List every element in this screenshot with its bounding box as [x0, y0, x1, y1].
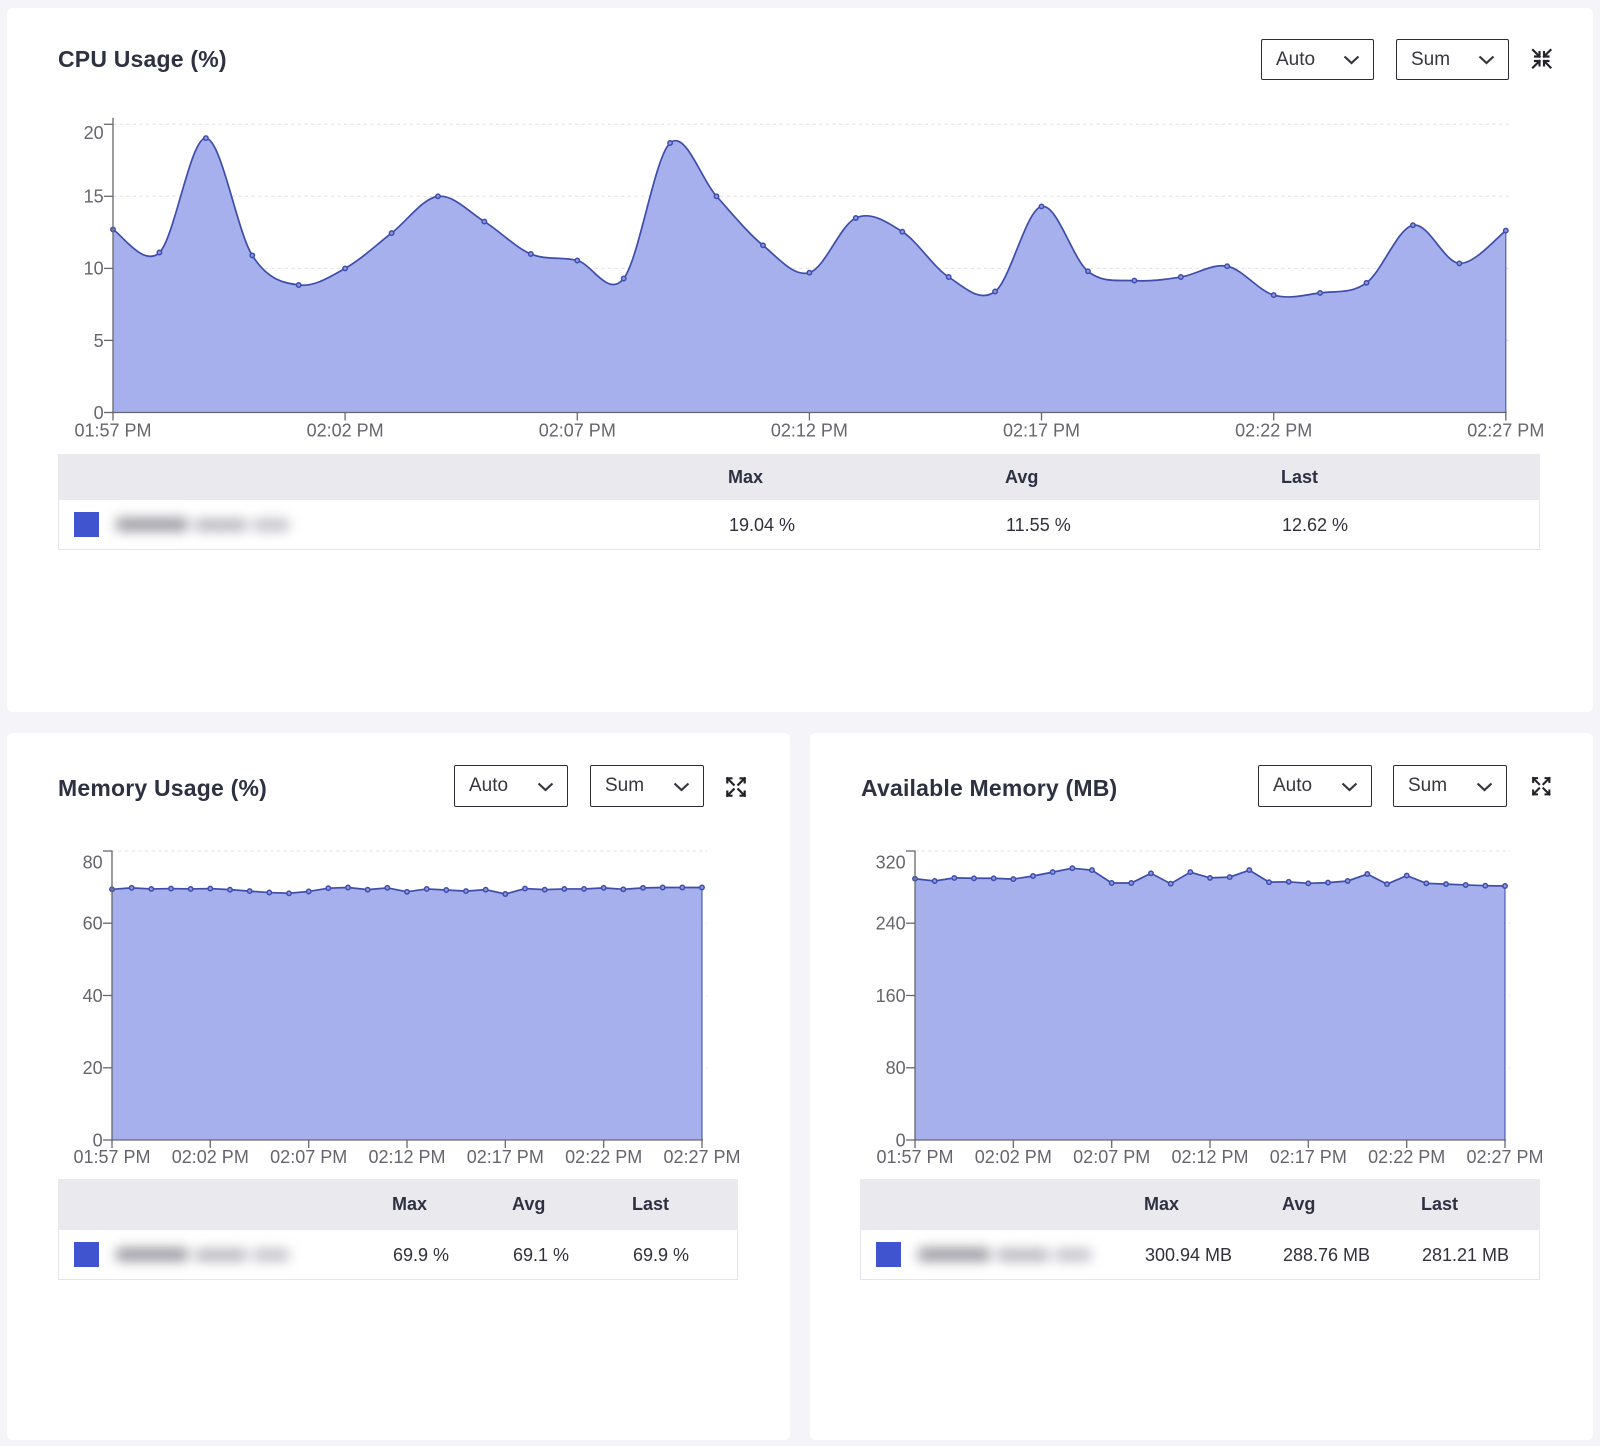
svg-text:20: 20 — [84, 123, 104, 143]
svg-text:20: 20 — [83, 1058, 103, 1078]
svg-text:15: 15 — [84, 187, 104, 207]
svg-text:02:02 PM: 02:02 PM — [307, 421, 384, 441]
svg-text:02:12 PM: 02:12 PM — [368, 1147, 445, 1167]
svg-text:160: 160 — [876, 986, 906, 1006]
svg-text:01:57 PM: 01:57 PM — [876, 1147, 953, 1167]
svg-text:02:07 PM: 02:07 PM — [1073, 1147, 1150, 1167]
svg-text:02:07 PM: 02:07 PM — [270, 1147, 347, 1167]
svg-text:02:02 PM: 02:02 PM — [975, 1147, 1052, 1167]
svg-text:02:27 PM: 02:27 PM — [663, 1147, 740, 1167]
svg-text:10: 10 — [84, 259, 104, 279]
svg-text:01:57 PM: 01:57 PM — [74, 421, 151, 441]
svg-text:02:02 PM: 02:02 PM — [172, 1147, 249, 1167]
svg-text:02:22 PM: 02:22 PM — [565, 1147, 642, 1167]
svg-text:02:17 PM: 02:17 PM — [467, 1147, 544, 1167]
svg-text:02:17 PM: 02:17 PM — [1270, 1147, 1347, 1167]
svg-text:02:22 PM: 02:22 PM — [1235, 421, 1312, 441]
svg-text:0: 0 — [93, 1130, 103, 1150]
svg-text:02:07 PM: 02:07 PM — [539, 421, 616, 441]
svg-text:02:12 PM: 02:12 PM — [1171, 1147, 1248, 1167]
svg-text:320: 320 — [876, 853, 906, 873]
svg-text:5: 5 — [94, 331, 104, 351]
svg-text:80: 80 — [83, 853, 103, 873]
svg-text:0: 0 — [896, 1130, 906, 1150]
svg-text:0: 0 — [94, 403, 104, 423]
svg-text:02:12 PM: 02:12 PM — [771, 421, 848, 441]
svg-text:02:17 PM: 02:17 PM — [1003, 421, 1080, 441]
svg-text:02:22 PM: 02:22 PM — [1368, 1147, 1445, 1167]
svg-text:60: 60 — [83, 914, 103, 934]
svg-text:01:57 PM: 01:57 PM — [73, 1147, 150, 1167]
svg-text:02:27 PM: 02:27 PM — [1467, 421, 1544, 441]
svg-text:02:27 PM: 02:27 PM — [1466, 1147, 1543, 1167]
svg-text:80: 80 — [886, 1058, 906, 1078]
svg-text:40: 40 — [83, 986, 103, 1006]
svg-text:240: 240 — [876, 914, 906, 934]
